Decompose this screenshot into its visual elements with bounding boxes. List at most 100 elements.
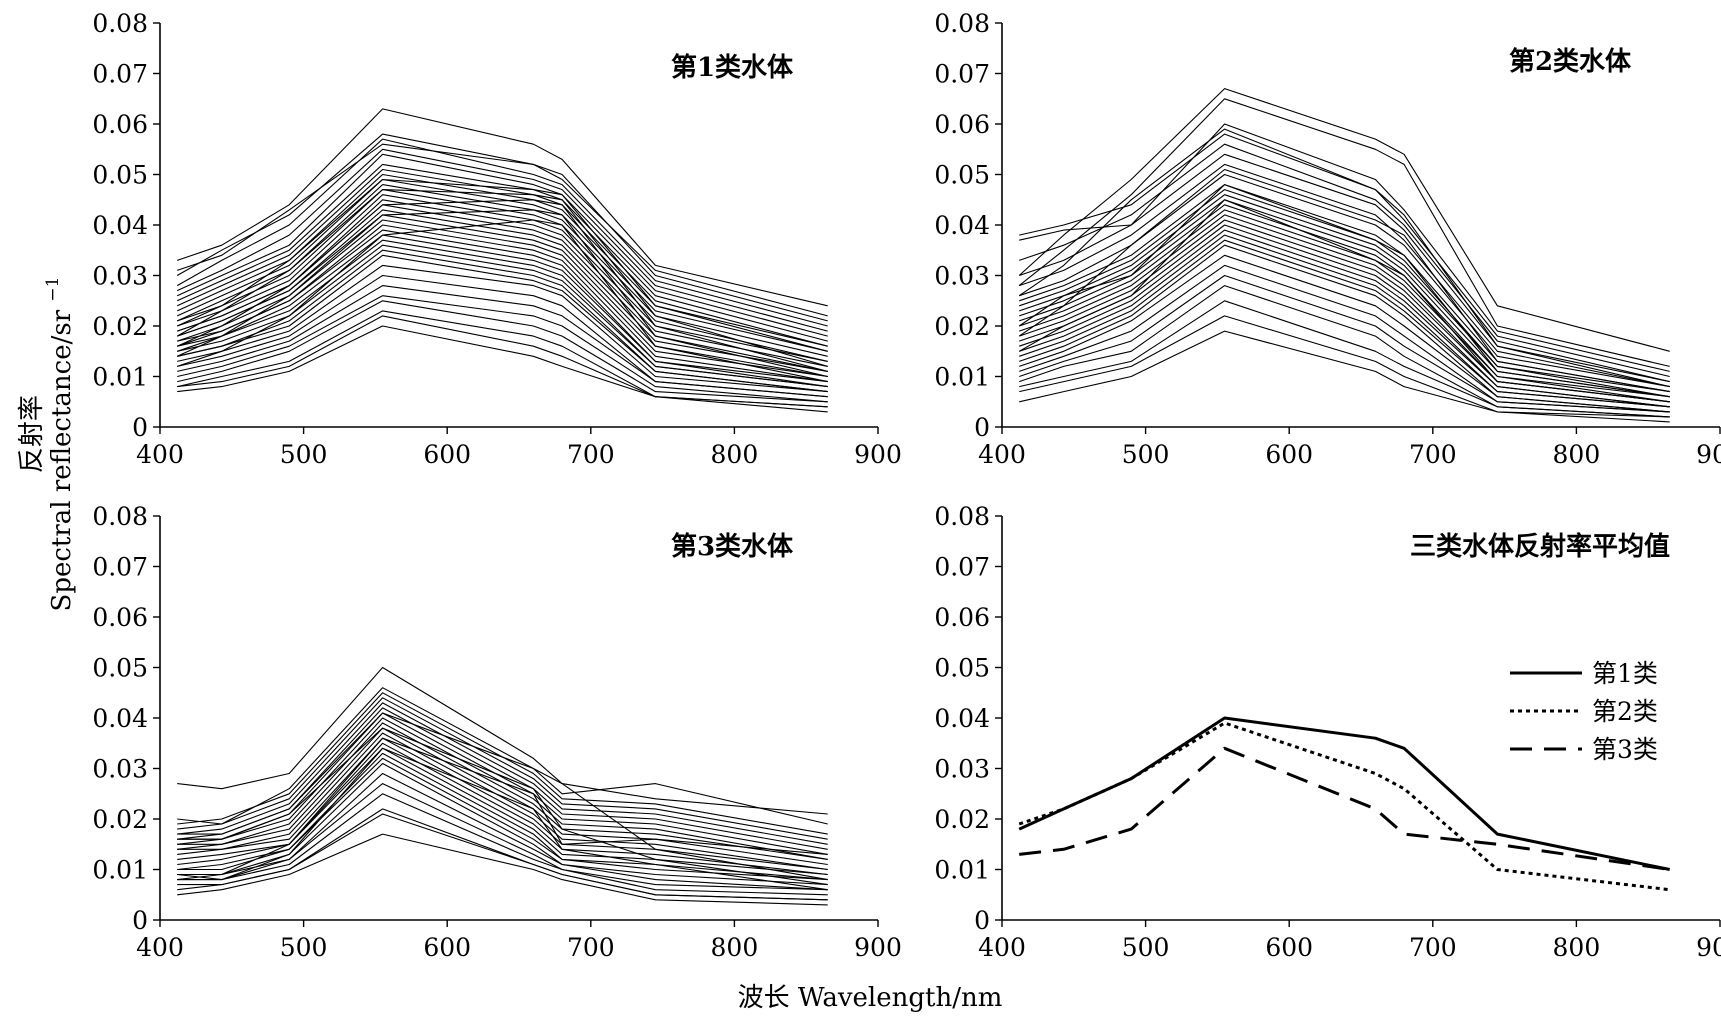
spectrum-line	[177, 274, 828, 398]
spectrum-line	[1019, 173, 1670, 388]
spectrum-line	[177, 229, 828, 383]
spectrum-line	[176, 209, 828, 378]
spectrum-line	[1019, 254, 1670, 413]
spectrum-line	[1019, 315, 1670, 418]
y-tick-label: 0.06	[934, 110, 990, 139]
panel-title: 第1类水体	[671, 52, 794, 83]
spectrum-line	[177, 143, 828, 317]
spectrum-line	[1018, 199, 1670, 403]
y-tick-label: 0.03	[92, 262, 148, 291]
y-tick-label: 0.07	[934, 553, 990, 582]
spectrum-line	[177, 727, 828, 886]
y-tick-label: 0.03	[934, 755, 990, 784]
spectrum-line	[177, 757, 828, 881]
spectrum-line	[177, 737, 828, 881]
x-tick-label: 900	[854, 440, 902, 469]
spectrum-line	[177, 244, 828, 388]
spectrum-line	[177, 108, 828, 307]
spectrum-line	[177, 732, 828, 871]
spectrum-line	[177, 833, 828, 906]
y-tick-label: 0.08	[92, 502, 148, 531]
spectrum-line	[177, 697, 828, 840]
y-tick-label: 0.02	[92, 805, 148, 834]
y-tick-label: 0.08	[934, 9, 990, 38]
spectrum-line	[176, 173, 828, 347]
y-tick-label: 0.07	[934, 60, 990, 89]
y-tick-label: 0.03	[934, 262, 990, 291]
panel-title: 三类水体反射率平均值	[1410, 531, 1670, 562]
spectrum-line	[1019, 330, 1670, 423]
spectrum-line	[1018, 184, 1670, 398]
chart-panel-1: 0 0.01 0.02 0.03 0.04 0.05 0.06 0.07 0.08 400 500 6…	[92, 9, 902, 469]
spectrum-line	[177, 813, 828, 901]
y-tick-label: 0.06	[934, 603, 990, 632]
spectrum-line	[177, 264, 828, 393]
y-tick-label: 0.04	[934, 704, 990, 733]
y-tick-label: 0.01	[92, 856, 148, 885]
y-axis-label-unit-superscript: −1	[43, 277, 63, 302]
y-tick-label: 0.06	[92, 110, 148, 139]
x-tick-label: 800	[1553, 440, 1601, 469]
chart-panel-3: 0 0.01 0.02 0.03 0.04 0.05 0.06 0.07 0.08 400 500 6…	[92, 502, 902, 962]
y-tick-label: 0.02	[934, 312, 990, 341]
spectrum-line	[177, 747, 828, 876]
x-tick-label: 900	[1696, 440, 1721, 469]
spectrum-line	[1019, 163, 1670, 388]
y-tick-label: 0.01	[934, 856, 990, 885]
x-tick-label: 400	[978, 440, 1026, 469]
y-tick-label: 0.07	[92, 60, 148, 89]
x-tick-label: 900	[854, 933, 902, 962]
spectrum-line	[177, 234, 828, 388]
spectrum-line	[176, 148, 828, 332]
spectrum-line	[1018, 88, 1670, 352]
y-tick-label: 0.05	[92, 161, 148, 190]
chart-panels: 0 0.01 0.02 0.03 0.04 0.05 0.06 0.07 0.08 400 500 6…	[92, 9, 1721, 962]
spectrum-line	[176, 138, 828, 327]
y-tick-label: 0	[132, 906, 148, 935]
spectrum-line	[1019, 229, 1670, 408]
spectrum-line	[1019, 300, 1670, 418]
legend-label: 第3类	[1592, 735, 1658, 764]
chart-panel-2: 0 0.01 0.02 0.03 0.04 0.05 0.06 0.07 0.08 400 500 6…	[934, 9, 1721, 469]
spectrum-line	[177, 300, 828, 403]
panel-title: 第2类水体	[1509, 46, 1632, 77]
spectrum-line	[177, 783, 828, 891]
y-tick-label: 0.04	[934, 211, 990, 240]
y-tick-label: 0.06	[92, 603, 148, 632]
y-tick-label: 0.05	[92, 654, 148, 683]
spectrum-line	[177, 224, 828, 383]
spectrum-line	[1019, 143, 1670, 383]
x-tick-label: 400	[136, 440, 184, 469]
spectrum-line	[177, 194, 828, 362]
spectrum-line	[176, 153, 828, 337]
y-tick-label: 0.07	[92, 553, 148, 582]
spectrum-line	[176, 199, 828, 372]
spectrum-line	[177, 712, 828, 881]
spectrum-line	[1018, 128, 1670, 388]
spectrum-line	[1018, 168, 1670, 393]
x-tick-label: 800	[1553, 933, 1601, 962]
x-tick-label: 400	[136, 933, 184, 962]
x-tick-label: 700	[567, 933, 615, 962]
spectrum-line	[177, 249, 828, 393]
spectrum-line	[1019, 194, 1670, 398]
spectrum-line	[177, 315, 828, 408]
spectrum-line	[1019, 184, 1670, 393]
y-tick-label: 0.08	[92, 9, 148, 38]
x-tick-label: 700	[567, 440, 615, 469]
x-tick-label: 500	[1122, 440, 1170, 469]
series-line-第2类	[1018, 721, 1670, 892]
y-axis-label-cn: 反射率	[17, 395, 47, 473]
y-tick-label: 0.08	[934, 502, 990, 531]
spectrum-line	[177, 219, 828, 378]
spectrum-line	[177, 285, 828, 398]
spectrum-line	[1019, 209, 1670, 403]
spectrum-line	[176, 178, 828, 352]
spectrum-line	[177, 295, 828, 403]
x-tick-label: 500	[280, 440, 328, 469]
y-tick-label: 0.02	[92, 312, 148, 341]
spectrum-line	[177, 762, 828, 886]
spectrum-line	[176, 163, 828, 342]
y-tick-label: 0.04	[92, 704, 148, 733]
series-line-第3类	[1019, 746, 1670, 871]
